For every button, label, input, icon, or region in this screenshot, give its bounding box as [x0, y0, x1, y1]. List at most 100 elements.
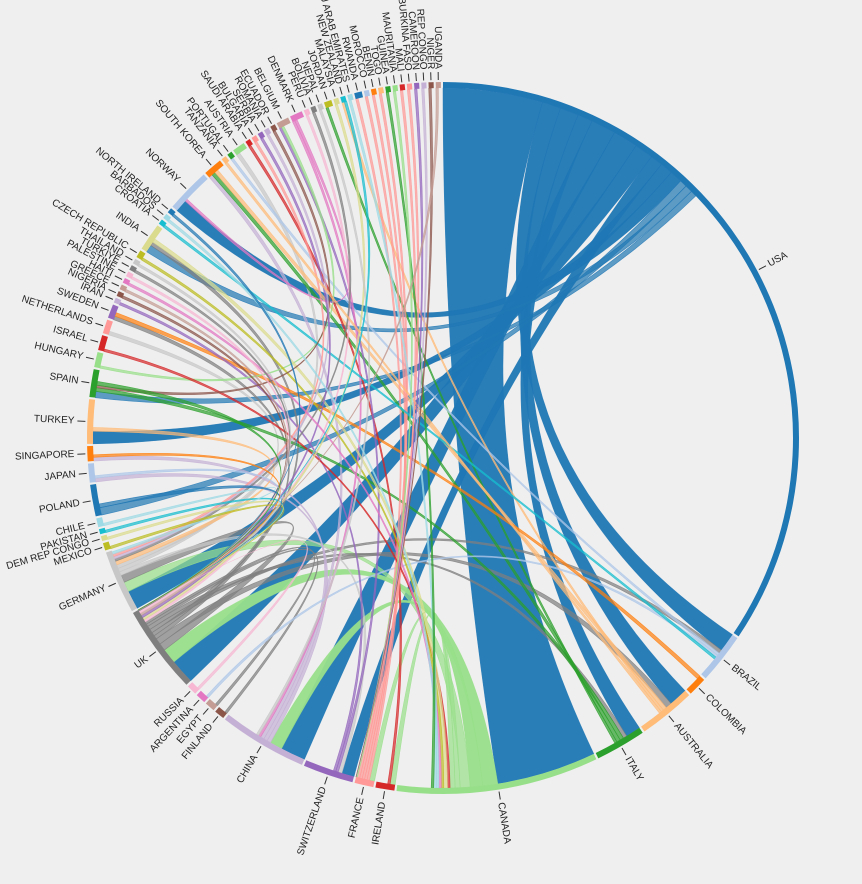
- group-arc-greece: [119, 284, 128, 292]
- ribbon-switzerland-to-iran: [118, 302, 363, 772]
- label-uganda: UGANDA: [432, 26, 444, 69]
- tick-spain: [81, 380, 90, 384]
- ribbon-brazil-to-portugal: [230, 157, 720, 656]
- group-arc-guinea: [385, 85, 392, 93]
- group-arc-colombia: [686, 675, 705, 694]
- tick-usa: [758, 265, 767, 270]
- group-arc-netherlands: [102, 319, 113, 335]
- group-arc-morocco: [363, 89, 370, 97]
- group-arc-nigeria: [116, 291, 125, 299]
- tick-argentina: [193, 699, 200, 707]
- label-mali: MALI: [392, 48, 406, 72]
- label-usa: USA: [766, 250, 790, 270]
- label-togo: TOGO: [368, 45, 384, 76]
- tick-australia: [668, 715, 675, 723]
- group-arc-denmark: [289, 111, 305, 122]
- arcs-layer: [87, 82, 800, 794]
- tick-russia: [184, 691, 191, 698]
- tick-new-zealand: [339, 86, 343, 95]
- label-japan: JAPAN: [44, 469, 76, 483]
- group-arc-new-zealand: [340, 95, 347, 103]
- tick-uk: [149, 651, 157, 657]
- group-arc-uganda: [435, 82, 441, 89]
- group-arc-mauritania: [392, 84, 399, 92]
- tick-palestine: [118, 268, 126, 274]
- tick-croatia: [152, 215, 160, 221]
- tick-austria: [232, 138, 238, 146]
- group-arc-china: [224, 714, 305, 765]
- ribbon-israel-to-canada: [103, 348, 451, 789]
- label-switzerland: SWITZERLAND: [295, 785, 329, 856]
- label-cameroon: CAMEROON: [406, 11, 421, 71]
- group-arc-israel: [98, 335, 108, 352]
- group-arc-thailand: [132, 258, 141, 267]
- label-singapore: SINGAPORE: [15, 449, 75, 463]
- tick-poland: [82, 500, 91, 503]
- tick-serbia: [254, 123, 260, 132]
- tick-mexico: [94, 547, 103, 551]
- label-turkey: TURKEY: [34, 414, 75, 427]
- group-arc-pakistan: [98, 527, 107, 535]
- group-arc-malaysia: [333, 97, 340, 106]
- tick-iran: [105, 295, 114, 300]
- group-arc-chile: [96, 517, 105, 528]
- group-arc-romania: [263, 127, 272, 136]
- tick-mauritania: [392, 75, 396, 84]
- group-arc-poland: [90, 484, 102, 517]
- ribbon-czech-republic-to-canada: [141, 257, 445, 789]
- group-arc-turkiye: [129, 265, 138, 273]
- tick-saudi-arabia: [241, 131, 247, 140]
- tick-chile: [87, 522, 96, 526]
- ribbon-nepal-to-china: [256, 109, 371, 736]
- group-arc-peru: [303, 108, 311, 116]
- tick-rwanda: [355, 82, 358, 91]
- ribbon-singapore-to-uk: [93, 452, 281, 611]
- tick-canada: [498, 791, 501, 800]
- label-niger: NIGER: [424, 37, 436, 69]
- group-arc-niger: [428, 82, 434, 89]
- group-arc-spain: [89, 369, 100, 398]
- group-arc-mexico: [102, 541, 111, 551]
- label-china: CHINA: [235, 753, 260, 786]
- tick-germany: [108, 582, 116, 587]
- group-arc-bulgaria: [251, 135, 260, 143]
- tick-denmark: [291, 104, 296, 113]
- tick-belgium: [277, 111, 282, 119]
- group-arc-burkina-faso: [406, 83, 413, 90]
- group-arc-sweden: [107, 304, 119, 320]
- tick-morocco: [363, 80, 367, 89]
- tick-ecuador: [267, 116, 272, 124]
- tick-romania: [260, 120, 266, 128]
- group-arc-rwanda: [354, 91, 364, 100]
- tick-cameroon: [415, 72, 417, 82]
- label-brazil: BRAZIL: [729, 663, 764, 694]
- label-australia: AUSTRALIA: [671, 721, 715, 771]
- tick-tanzania: [217, 149, 223, 157]
- ribbon-italy-to-jordan: [325, 106, 618, 744]
- label-poland: POLAND: [38, 498, 80, 516]
- ribbon-australia-to-south-korea: [214, 169, 667, 711]
- tick-colombia: [698, 687, 706, 695]
- group-arc-south-korea: [205, 160, 224, 178]
- label-spain: SPAIN: [49, 371, 80, 386]
- tick-dem-rep-congo: [91, 538, 100, 543]
- group-arc-haiti: [122, 278, 131, 286]
- group-arc-ecuador: [270, 124, 278, 132]
- tick-bolivia: [308, 97, 313, 106]
- label-france: FRANCE: [347, 796, 367, 839]
- label-rep-congo: REP CONGO: [414, 8, 428, 70]
- group-arc-germany: [105, 550, 138, 612]
- tick-jordan: [323, 91, 328, 100]
- group-arc-belgium: [276, 117, 291, 129]
- tick-norway: [180, 182, 187, 190]
- tick-haiti: [114, 275, 123, 280]
- group-arc-switzerland: [303, 760, 354, 783]
- ribbon-malaysia-to-uk: [142, 103, 366, 621]
- group-arc-mali: [399, 84, 406, 91]
- group-arc-bolivia: [310, 105, 318, 114]
- tick-thailand: [125, 255, 133, 261]
- group-arc-croatia: [158, 219, 167, 228]
- group-arc-india: [141, 225, 163, 252]
